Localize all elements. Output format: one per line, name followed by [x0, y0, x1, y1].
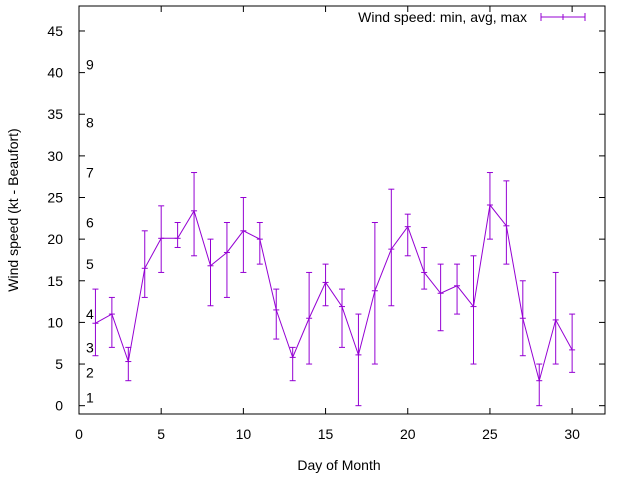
beaufort-label: 4 [86, 306, 94, 322]
error-bar [355, 313, 362, 407]
data-series [92, 172, 576, 407]
x-tick-label: 5 [157, 426, 165, 442]
error-bar [388, 188, 395, 307]
error-bar [191, 172, 198, 257]
y-tick-label: 5 [55, 356, 63, 372]
beaufort-label: 6 [86, 214, 94, 230]
x-tick-label: 25 [482, 426, 498, 442]
y-axis-label: Wind speed (kt - Beaufort) [5, 128, 21, 291]
beaufort-label: 1 [86, 389, 94, 405]
x-tick-label: 15 [318, 426, 334, 442]
legend-sample [540, 13, 586, 21]
error-bar [240, 197, 247, 273]
beaufort-scale-labels: 1 2 3 4 5 6 7 8 9 [86, 56, 94, 405]
plot-frame [78, 5, 606, 415]
y-tick-label: 20 [47, 231, 63, 247]
error-bar [273, 288, 280, 340]
y-tick-label: 0 [55, 398, 63, 414]
error-bar [404, 213, 411, 257]
error-bar [256, 221, 263, 265]
x-tick-label: 10 [236, 426, 252, 442]
error-bar [223, 221, 230, 298]
x-tick-label: 20 [400, 426, 416, 442]
error-bar [421, 246, 428, 290]
legend: Wind speed: min, avg, max [358, 9, 586, 25]
error-bar [569, 313, 576, 373]
error-bar [437, 263, 444, 332]
y-tick-label: 10 [47, 314, 63, 330]
legend-label: Wind speed: min, avg, max [358, 9, 527, 25]
error-bar [207, 238, 214, 307]
y-tick-label: 30 [47, 148, 63, 164]
error-bar [470, 255, 477, 365]
x-axis-label: Day of Month [297, 457, 380, 473]
beaufort-label: 8 [86, 115, 94, 131]
error-bar [552, 271, 559, 365]
y-tick-label: 15 [47, 273, 63, 289]
y-tick-label: 45 [47, 23, 63, 39]
error-bar [108, 296, 115, 348]
beaufort-label: 9 [86, 56, 94, 72]
beaufort-label: 7 [86, 165, 94, 181]
y-tick-label: 40 [47, 65, 63, 81]
x-tick-label: 30 [564, 426, 580, 442]
y-tick-label: 25 [47, 190, 63, 206]
beaufort-label: 3 [86, 339, 94, 355]
beaufort-label: 2 [86, 364, 94, 380]
avg-line [95, 203, 573, 383]
error-bar [289, 346, 296, 382]
error-bar [371, 221, 378, 365]
beaufort-label: 5 [86, 256, 94, 272]
x-tick-label: 0 [75, 426, 83, 442]
y-tick-label: 35 [47, 106, 63, 122]
error-bar [536, 363, 543, 407]
error-bar [339, 288, 345, 348]
